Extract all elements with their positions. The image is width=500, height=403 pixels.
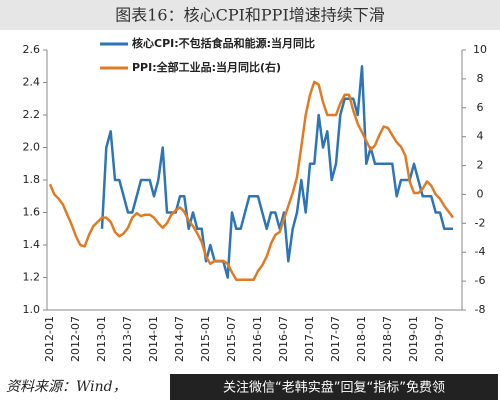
y2-tick-label: 2 <box>477 159 484 172</box>
y2-tick-label: 4 <box>477 130 484 143</box>
x-tick-label: 2016-07 <box>277 316 290 362</box>
y2-tick-label: -4 <box>475 245 486 258</box>
title-bar <box>0 0 500 30</box>
x-tick-label: 2017-01 <box>303 316 316 362</box>
series-line <box>48 80 455 281</box>
x-tick-label: 2019-07 <box>433 316 446 362</box>
x-tick-label: 2018-07 <box>381 316 394 362</box>
y2-tick-label: -8 <box>475 303 486 316</box>
legend-label: PPI:全部工业品:当月同比(右) <box>132 60 281 74</box>
x-tick-label: 2017-07 <box>329 316 342 362</box>
x-tick-label: 2012-07 <box>69 316 82 362</box>
banner-bg <box>170 374 498 400</box>
y-tick-label: 2.4 <box>23 76 41 89</box>
x-tick-label: 2018-01 <box>355 316 368 362</box>
source: 资料来源：Wind， <box>6 379 127 395</box>
x-tick-label: 2012-01 <box>43 316 56 362</box>
y2-tick-label: -6 <box>475 274 486 287</box>
x-tick-label: 2014-07 <box>173 316 186 362</box>
y-tick-label: 1.8 <box>23 173 41 186</box>
y2-tick-label: 10 <box>473 43 487 56</box>
series-line <box>100 65 453 279</box>
x-tick-label: 2013-01 <box>95 316 108 362</box>
y2-tick-label: 6 <box>477 101 484 114</box>
y-tick-label: 2.0 <box>23 141 41 154</box>
banner: 关注微信“老韩实盘”回复“指标”免费领 <box>223 380 445 396</box>
x-tick-label: 2016-01 <box>251 316 264 362</box>
y2-tick-label: -2 <box>475 216 486 229</box>
y-tick-label: 1.6 <box>23 206 41 219</box>
y-tick-label: 1.4 <box>23 238 41 251</box>
x-tick-label: 2015-07 <box>225 316 238 362</box>
y-tick-label: 2.6 <box>23 43 41 56</box>
x-tick-label: 2015-01 <box>199 316 212 362</box>
x-tick-label: 2013-07 <box>121 316 134 362</box>
x-tick-label: 2019-01 <box>407 316 420 362</box>
y-tick-label: 2.2 <box>23 108 41 121</box>
y-tick-label: 1.2 <box>23 271 41 284</box>
y2-tick-label: 0 <box>477 187 484 200</box>
x-tick-label: 2014-01 <box>147 316 160 362</box>
y2-tick-label: 8 <box>477 72 484 85</box>
chart-title: 图表16：核心CPI和PPI增速持续下滑 <box>115 6 385 25</box>
y-tick-label: 1.0 <box>23 303 41 316</box>
legend-label: 核心CPI:不包括食品和能源:当月同比 <box>132 36 315 50</box>
